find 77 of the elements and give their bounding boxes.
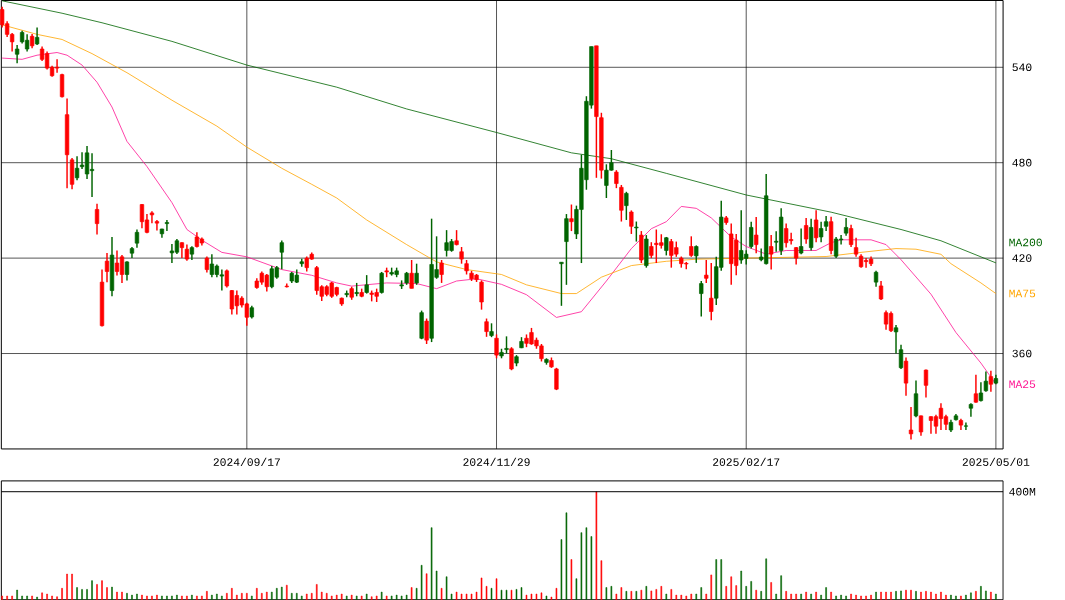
candlestick xyxy=(564,213,569,286)
candlestick xyxy=(918,414,924,437)
candlestick xyxy=(619,184,624,223)
candlestick xyxy=(89,152,95,198)
candlestick xyxy=(878,280,884,301)
candlestick xyxy=(54,58,60,74)
candlestick xyxy=(699,280,704,318)
line-series xyxy=(1,24,997,294)
candlestick xyxy=(479,279,484,311)
candlestick xyxy=(704,259,709,284)
candlestick xyxy=(94,202,100,236)
candlestick xyxy=(164,219,170,232)
candlestick xyxy=(124,260,130,281)
candlestick xyxy=(414,262,419,286)
candlestick xyxy=(634,220,639,243)
candlestick xyxy=(749,220,754,250)
x-tick-label: 2024/11/29 xyxy=(463,457,530,466)
candlestick xyxy=(754,216,759,254)
candlestick xyxy=(968,402,974,418)
candlestick xyxy=(104,252,110,283)
candlestick xyxy=(883,309,889,331)
candlestick xyxy=(169,243,175,264)
candlestick xyxy=(409,259,414,289)
candlestick xyxy=(74,155,80,181)
candlestick xyxy=(134,228,140,249)
candlestick xyxy=(149,210,155,224)
candlestick xyxy=(139,203,145,229)
candlestick xyxy=(803,217,809,245)
candlestick xyxy=(908,406,914,441)
candlestick xyxy=(863,257,869,269)
candlestick xyxy=(769,234,774,271)
series-label: MA200 xyxy=(1009,238,1042,247)
candlestick xyxy=(629,209,634,235)
candlestick xyxy=(983,370,989,393)
x-tick-label: 2024/09/17 xyxy=(213,457,280,466)
candlestick xyxy=(818,220,824,243)
y-tick-label: 540 xyxy=(1012,63,1032,71)
candlestick xyxy=(424,317,429,345)
candlestick xyxy=(14,44,20,64)
candlestick xyxy=(689,235,694,258)
y-tick-label: 480 xyxy=(1012,158,1032,167)
candlestick xyxy=(624,190,629,221)
candlestick xyxy=(938,402,944,431)
candlestick xyxy=(799,227,804,255)
candlestick xyxy=(963,421,969,431)
y-tick-label: 420 xyxy=(1012,254,1032,262)
candlestick xyxy=(209,253,215,278)
series-label: MA75 xyxy=(1009,289,1036,298)
candlestick xyxy=(84,145,90,180)
candlestick xyxy=(813,209,819,243)
candlestick xyxy=(903,356,909,397)
candlestick xyxy=(808,217,814,252)
candlestick xyxy=(439,259,444,284)
candlestick xyxy=(119,254,125,284)
line-series xyxy=(1,0,997,264)
candlestick xyxy=(114,249,120,277)
candlestick xyxy=(928,415,934,435)
candlestick xyxy=(898,343,904,370)
candlestick xyxy=(913,379,919,418)
candlestick xyxy=(973,373,979,404)
candlestick xyxy=(484,317,489,338)
y-tick-label: 360 xyxy=(1012,349,1032,358)
candlestick xyxy=(559,261,564,307)
candlestick xyxy=(709,262,714,321)
series-label: MA25 xyxy=(1009,380,1036,388)
candlestick xyxy=(988,370,994,393)
ref-line-label: 400M xyxy=(1009,487,1036,496)
candlestick xyxy=(569,203,574,232)
candlestick xyxy=(279,239,284,270)
candlestick xyxy=(893,324,899,355)
x-tick-label: 2025/05/01 xyxy=(962,457,1030,466)
candlestick xyxy=(923,368,929,399)
candlestick xyxy=(888,310,894,333)
x-tick-label: 2025/02/17 xyxy=(713,457,780,466)
candlestick xyxy=(379,271,384,295)
candlestick xyxy=(494,333,499,359)
candlestick xyxy=(364,274,369,295)
